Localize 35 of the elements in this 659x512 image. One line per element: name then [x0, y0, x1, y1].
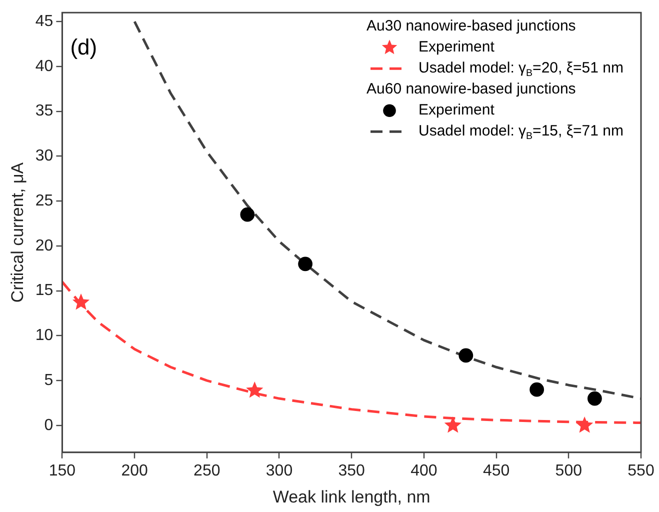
x-tick-label: 550	[628, 462, 654, 480]
x-tick-label: 200	[121, 462, 148, 480]
x-tick-label: 150	[48, 462, 76, 480]
point	[444, 416, 462, 433]
y-tick-label: 0	[44, 416, 54, 434]
annotation: Au60 nanowire-based junctions	[366, 80, 576, 98]
y-tick-label: 10	[35, 327, 54, 344]
annotation: Au30 nanowire-based junctions	[366, 18, 576, 35]
legend-label: Experiment	[418, 38, 496, 56]
x-tick-label: 350	[338, 462, 366, 480]
point	[240, 207, 255, 222]
y-axis-title: Critical current, μA	[8, 162, 27, 303]
y-tick-label: 45	[35, 12, 54, 30]
x-tick-label: 300	[266, 462, 293, 480]
point	[246, 381, 264, 398]
point	[576, 416, 594, 433]
x-tick-label: 450	[482, 462, 510, 480]
x-tick-label: 250	[194, 462, 220, 480]
point	[72, 294, 90, 310]
y-tick-label: 30	[35, 148, 54, 165]
x-tick-label: 500	[555, 462, 582, 480]
x-axis-title: Weak link length, nm	[272, 487, 430, 506]
y-tick-label: 5	[44, 372, 54, 389]
annotation: (d)	[70, 34, 98, 60]
y-tick-label: 20	[35, 237, 54, 254]
y-tick-label: 35	[35, 102, 54, 120]
legend-label: Experiment	[418, 102, 496, 119]
x-tick-label: 400	[410, 462, 438, 480]
point	[530, 382, 544, 397]
y-tick-label: 40	[35, 58, 54, 75]
point	[298, 256, 312, 272]
point	[458, 348, 474, 363]
point	[587, 391, 602, 406]
y-tick-label: 15	[35, 282, 54, 300]
y-tick-label: 25	[35, 192, 54, 210]
